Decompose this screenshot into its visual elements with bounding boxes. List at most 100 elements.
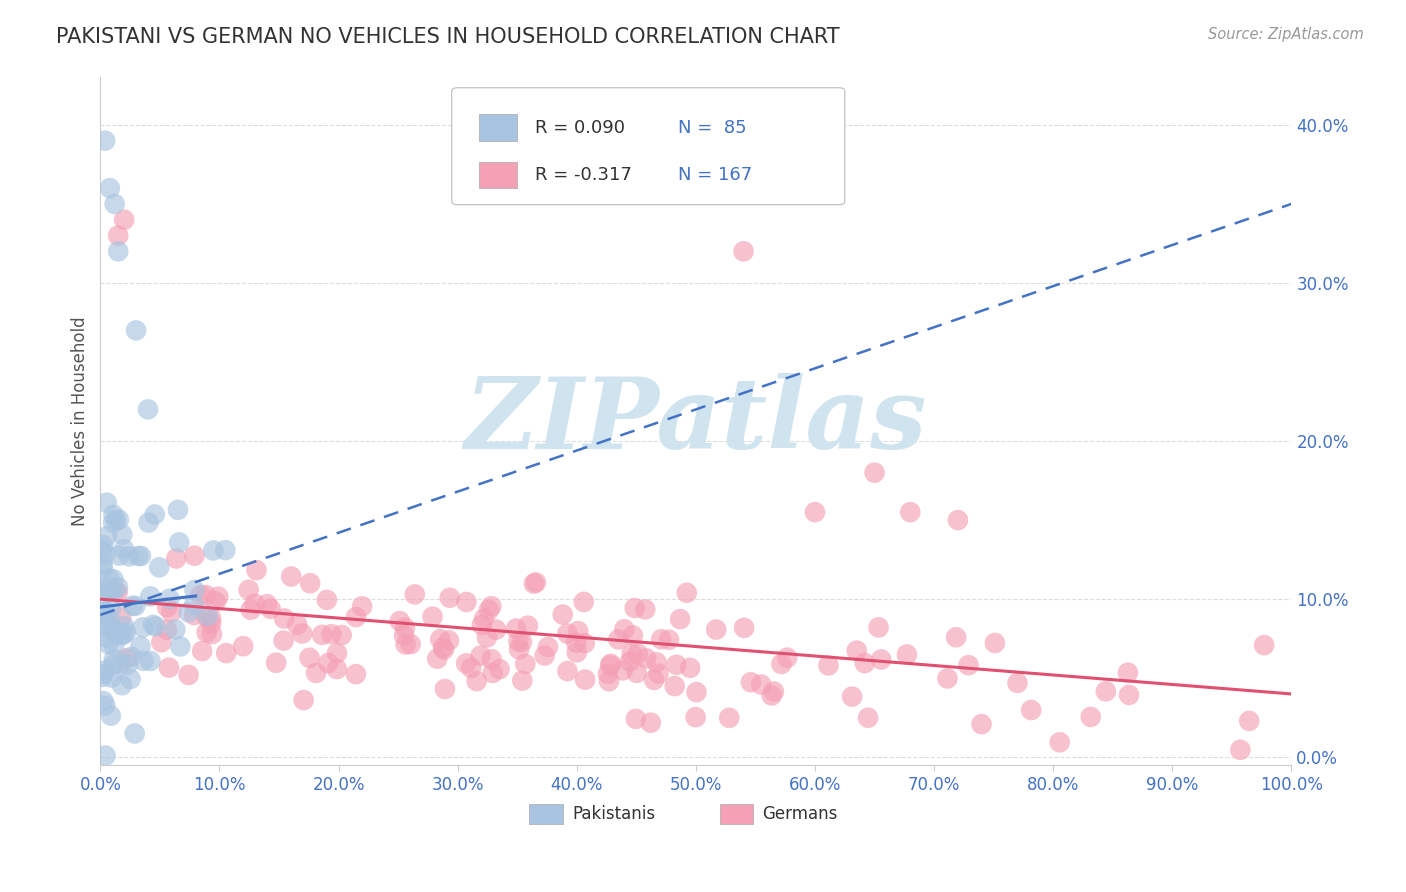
Point	[488, 662, 510, 676]
Point	[626, 665, 648, 680]
Point	[856, 711, 879, 725]
Point	[96, 631, 118, 645]
Point	[761, 689, 783, 703]
Point	[485, 623, 508, 637]
Point	[264, 656, 287, 670]
Point	[439, 591, 461, 605]
Point	[145, 619, 167, 633]
Point	[565, 635, 588, 649]
Point	[101, 658, 124, 673]
Point	[537, 640, 560, 654]
Point	[148, 560, 170, 574]
Point	[621, 628, 644, 642]
Point	[326, 646, 349, 660]
Point	[433, 642, 456, 657]
Point	[139, 590, 162, 604]
Point	[404, 587, 426, 601]
Point	[214, 543, 236, 558]
Point	[1095, 684, 1118, 698]
Point	[177, 668, 200, 682]
Point	[572, 595, 595, 609]
Point	[156, 623, 179, 637]
Point	[201, 627, 224, 641]
Point	[101, 516, 124, 530]
Text: Pakistanis: Pakistanis	[572, 805, 655, 823]
Point	[259, 602, 281, 616]
Point	[650, 632, 672, 647]
Point	[104, 513, 127, 527]
Point	[190, 588, 212, 602]
Point	[100, 671, 122, 685]
Point	[97, 622, 120, 636]
Point	[165, 623, 187, 637]
Point	[516, 618, 538, 632]
Point	[96, 496, 118, 510]
Point	[183, 549, 205, 563]
Point	[207, 590, 229, 604]
Point	[299, 576, 322, 591]
Point	[465, 674, 488, 689]
Point	[98, 572, 121, 586]
Point	[98, 614, 121, 628]
Point	[93, 588, 115, 602]
Point	[394, 621, 416, 635]
Point	[292, 693, 315, 707]
Point	[598, 674, 620, 689]
Point	[273, 633, 295, 648]
Point	[111, 527, 134, 541]
Point	[129, 549, 152, 563]
Point	[167, 535, 190, 549]
Point	[388, 614, 411, 628]
Point	[770, 657, 793, 671]
Point	[422, 609, 444, 624]
Point	[645, 655, 668, 669]
Point	[665, 657, 688, 672]
Point	[640, 715, 662, 730]
Point	[112, 627, 135, 641]
Point	[515, 657, 537, 671]
Point	[510, 634, 533, 648]
Point	[117, 657, 139, 672]
Point	[557, 626, 579, 640]
Point	[945, 630, 967, 644]
Point	[132, 620, 155, 634]
Point	[103, 639, 125, 653]
Point	[596, 666, 619, 681]
Point	[460, 661, 482, 675]
Point	[470, 648, 492, 663]
Point	[675, 586, 697, 600]
Point	[936, 672, 959, 686]
Point	[1049, 735, 1071, 749]
Point	[704, 623, 727, 637]
Point	[523, 576, 546, 591]
Point	[679, 661, 702, 675]
Point	[321, 627, 343, 641]
Point	[634, 602, 657, 616]
Point	[139, 654, 162, 668]
Point	[138, 516, 160, 530]
Point	[129, 640, 152, 654]
Point	[107, 585, 129, 599]
Point	[399, 637, 422, 651]
Point	[841, 690, 863, 704]
Point	[733, 244, 755, 259]
Point	[733, 621, 755, 635]
Point	[100, 582, 122, 597]
Point	[91, 694, 114, 708]
Point	[330, 628, 353, 642]
Text: ZIPatlas: ZIPatlas	[465, 373, 927, 469]
Point	[91, 558, 114, 572]
Point	[98, 181, 121, 195]
Point	[197, 608, 219, 623]
Point	[120, 672, 142, 686]
Point	[315, 593, 337, 607]
Point	[318, 656, 340, 670]
Point	[437, 633, 460, 648]
Point	[896, 648, 918, 662]
Point	[107, 244, 129, 259]
Point	[471, 618, 494, 632]
Point	[305, 665, 328, 680]
Point	[845, 643, 868, 657]
Point	[574, 636, 596, 650]
Point	[658, 632, 681, 647]
